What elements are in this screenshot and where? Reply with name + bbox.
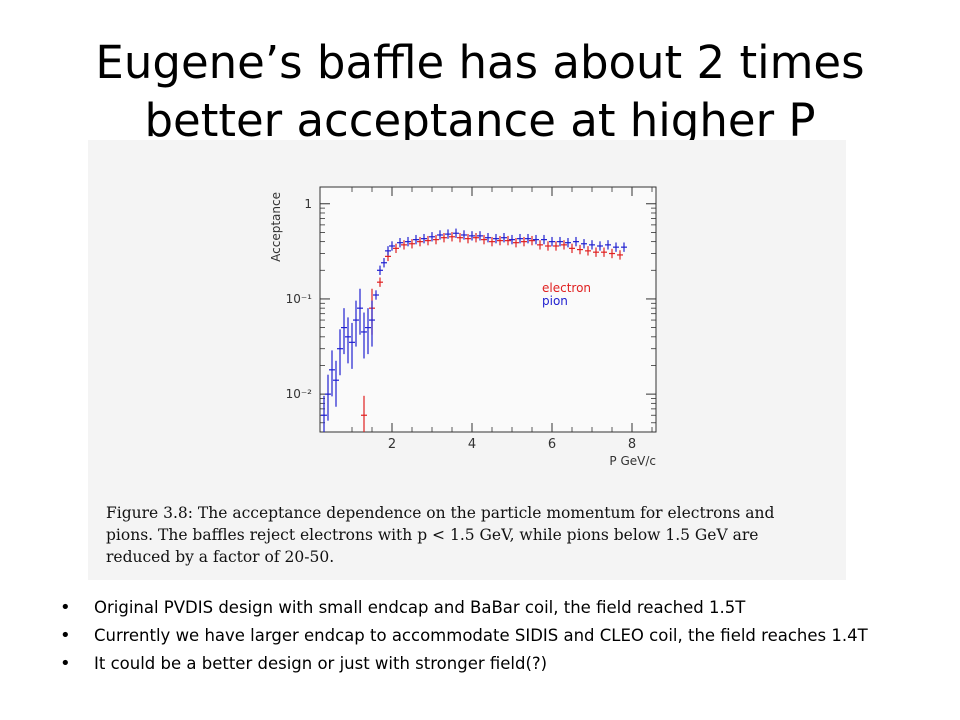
x-tick-label: 4 <box>468 437 476 452</box>
slide-title: Eugene’s baffle has about 2 times better… <box>95 36 865 147</box>
bullet-item: Original PVDIS design with small endcap … <box>60 598 920 618</box>
figure-image: 2 4 6 8 1 10⁻¹ 10⁻² P GeV/c Acceptance electron pi… <box>88 140 846 580</box>
figure-caption: Figure 3.8: The acceptance dependence on… <box>106 504 775 566</box>
x-tick-label: 8 <box>628 437 636 452</box>
y-tick-label: 10⁻² <box>286 387 313 401</box>
y-tick-label: 1 <box>304 197 312 211</box>
y-tick-label: 10⁻¹ <box>286 292 313 306</box>
x-tick-label: 2 <box>388 437 396 452</box>
acceptance-chart: 2 4 6 8 1 10⁻¹ 10⁻² P GeV/c Acceptance electronpi… <box>269 186 657 468</box>
legend-pion: pion <box>542 294 568 308</box>
legend-electron: electron <box>542 281 591 295</box>
x-axis-label: P GeV/c <box>609 454 656 468</box>
bullet-item: Currently we have larger endcap to accom… <box>60 626 920 646</box>
y-axis-label: Acceptance <box>269 192 283 262</box>
x-tick-label: 6 <box>548 437 556 452</box>
plot-frame <box>319 186 657 433</box>
bullet-list: Original PVDIS design with small endcap … <box>60 598 920 682</box>
bullet-item: It could be a better design or just with… <box>60 654 920 674</box>
